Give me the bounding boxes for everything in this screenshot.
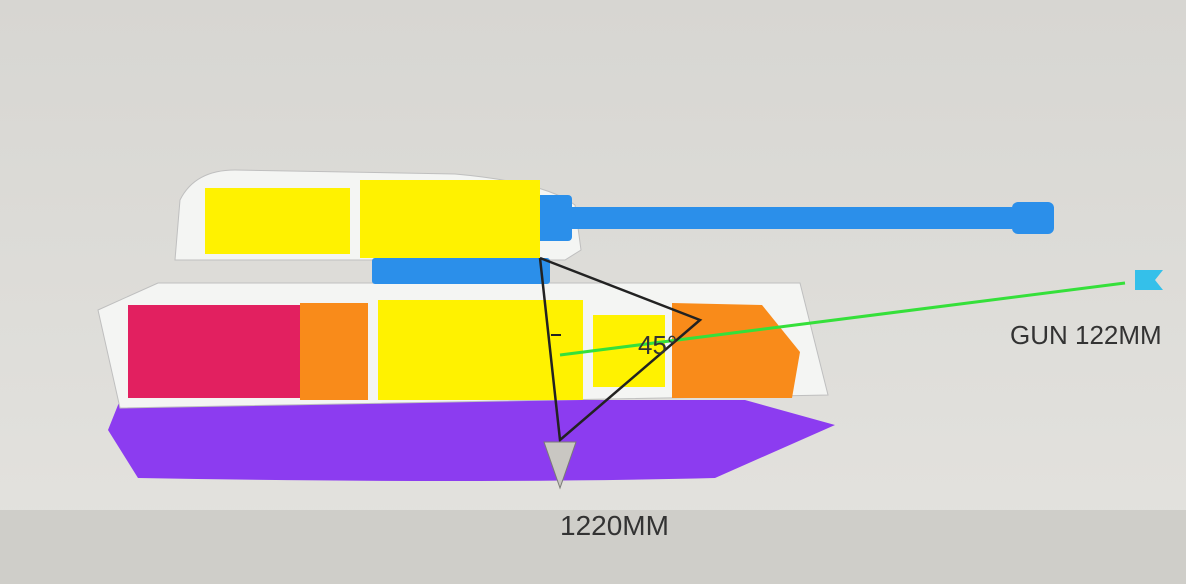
block-turret-yellow-rear — [205, 188, 350, 254]
gun-muzzle — [1012, 202, 1054, 234]
tank-track — [108, 400, 835, 481]
label-height: 1220MM — [560, 510, 669, 542]
label-gun-caliber: GUN 122MM — [1010, 320, 1162, 351]
tank-diagram-svg — [0, 0, 1186, 584]
block-hull-orange-rear — [300, 303, 368, 400]
block-hull-yellow-mid — [378, 300, 583, 400]
gun-barrel — [560, 207, 1012, 229]
turret-ring — [372, 258, 550, 284]
block-turret-yellow-front — [360, 180, 540, 258]
diagram-stage: GUN 122MM 1220MM 45° — [0, 0, 1186, 584]
block-hull-red — [128, 305, 300, 398]
label-angle: 45° — [638, 330, 677, 361]
